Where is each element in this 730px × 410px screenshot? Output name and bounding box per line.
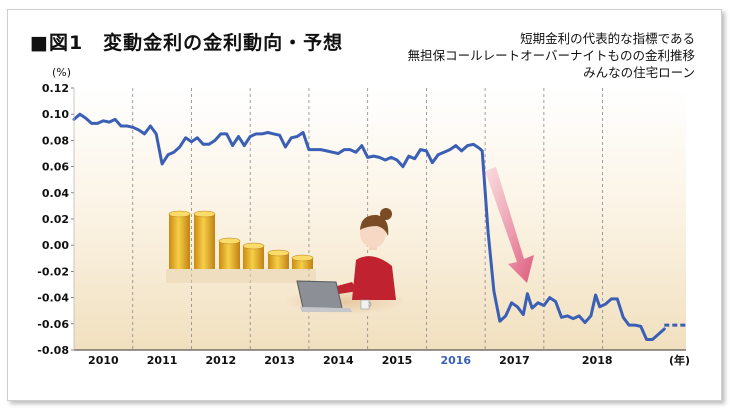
y-tick-label: 0.02 bbox=[42, 213, 69, 226]
year-label: 2012 bbox=[206, 354, 237, 367]
coin-stack-icon bbox=[242, 242, 265, 269]
coin-stack-icon bbox=[291, 254, 314, 269]
x-axis-band bbox=[74, 350, 686, 370]
coin-stacks-illustration bbox=[166, 210, 316, 283]
y-tick-label: -0.08 bbox=[37, 344, 69, 357]
laptop-icon bbox=[296, 280, 352, 312]
year-label: 2016 bbox=[440, 354, 471, 367]
downward-trend-arrow bbox=[485, 167, 534, 283]
y-tick-label: 0.12 bbox=[42, 82, 69, 95]
x-axis-year-labels: 2010 2011 2012 2013 2014 2015 2016 2017 2018 bbox=[88, 354, 612, 367]
y-tick-label: 0.04 bbox=[42, 187, 69, 200]
y-tick-label: 0.10 bbox=[42, 108, 69, 121]
y-axis-ticks: 0.12 0.10 0.08 0.06 0.04 0.02 0.00 -0.02 -0.04 -0… bbox=[37, 82, 74, 357]
subtitle-line: 短期金利の代表的な指標である bbox=[520, 31, 695, 46]
x-axis-unit: (年) bbox=[669, 353, 690, 367]
year-label: 2018 bbox=[582, 354, 613, 367]
chart-subtitle: 短期金利の代表的な指標である 無担保コールレートオーバーナイトものの金利推移 み… bbox=[408, 30, 695, 81]
coin-stack-icon bbox=[267, 249, 290, 269]
y-tick-label: -0.02 bbox=[37, 265, 69, 278]
year-grid bbox=[132, 88, 603, 370]
year-label: 2014 bbox=[323, 354, 354, 367]
y-axis-unit: (%) bbox=[52, 66, 72, 79]
y-tick-label: 0.06 bbox=[42, 161, 69, 174]
year-label: 2015 bbox=[382, 354, 413, 367]
y-tick-label: -0.04 bbox=[37, 292, 69, 305]
woman-with-laptop-illustration bbox=[285, 208, 405, 315]
year-label: 2011 bbox=[147, 354, 178, 367]
coin-stack-icon bbox=[193, 210, 216, 269]
y-tick-label: -0.06 bbox=[37, 318, 69, 331]
year-label: 2017 bbox=[499, 354, 530, 367]
coin-stack-icon bbox=[168, 210, 191, 269]
coin-stack-icon bbox=[218, 237, 241, 269]
y-tick-label: 0.00 bbox=[42, 239, 69, 252]
chart-title: ■図1 変動金利の金利動向・予想 bbox=[30, 32, 344, 54]
subtitle-line: みんなの住宅ローン bbox=[583, 65, 695, 80]
series-line-actual bbox=[72, 112, 666, 341]
subtitle-line: 無担保コールレートオーバーナイトものの金利推移 bbox=[407, 48, 695, 63]
year-label: 2010 bbox=[88, 354, 119, 367]
y-tick-label: 0.08 bbox=[42, 134, 69, 147]
year-label: 2013 bbox=[264, 354, 295, 367]
mug-icon bbox=[360, 299, 372, 310]
